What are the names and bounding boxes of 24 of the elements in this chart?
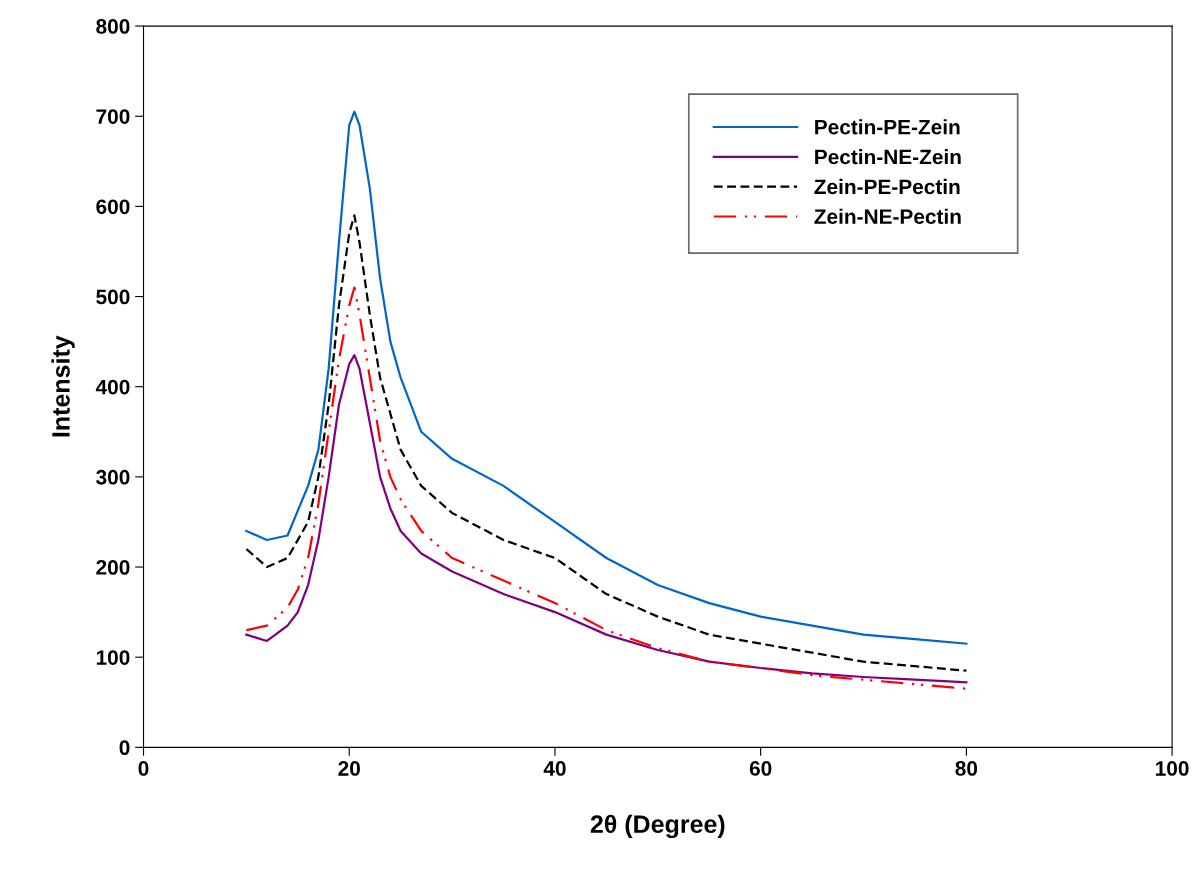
x-tick-label: 80: [955, 761, 978, 776]
line-series: [245, 354, 968, 684]
x-tick-label: 40: [543, 761, 566, 776]
y-tick-label: 200: [96, 560, 130, 575]
y-tick-label: 700: [96, 109, 130, 124]
y-tick-label: 100: [96, 650, 130, 665]
y-tick-label: 0: [119, 740, 130, 756]
y-tick-label: 600: [96, 199, 130, 215]
legend-label: Pectin-NE-Zein: [815, 149, 961, 165]
y-tick-label: 300: [96, 469, 130, 485]
x-tick-label: 60: [749, 761, 772, 776]
legend-label: Pectin-PE-Zein: [815, 119, 960, 135]
legend-label: Zein-NE-Pectin: [814, 208, 961, 224]
x-tick-label: 100: [1156, 761, 1189, 776]
y-axis-title: Intensity: [51, 335, 75, 437]
y-tick-label: 800: [96, 19, 130, 34]
line-series: [245, 286, 968, 690]
legend-label: Zein-PE-Pectin: [814, 178, 960, 195]
x-axis-title: 2θ (Degree): [590, 814, 725, 839]
line-series: [245, 110, 968, 645]
x-tick-label: 0: [138, 761, 149, 776]
y-tick-label: 500: [96, 289, 130, 305]
x-tick-label: 20: [338, 761, 360, 776]
y-tick-label: 400: [95, 379, 130, 395]
